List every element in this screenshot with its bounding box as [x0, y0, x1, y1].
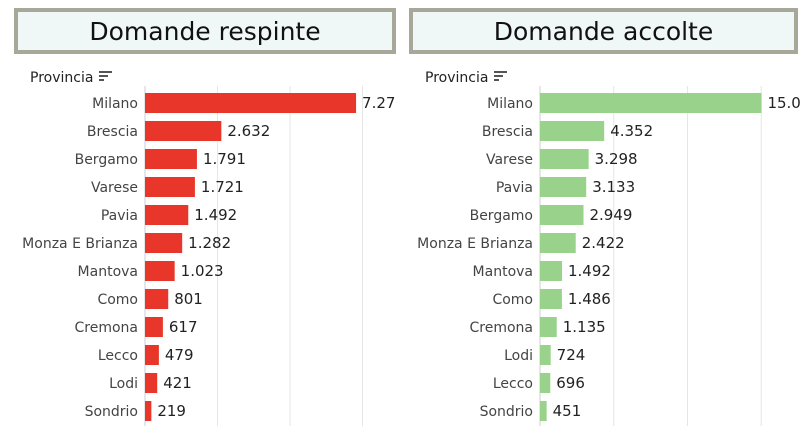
- accolte-bar[interactable]: [540, 149, 589, 169]
- respinte-bar[interactable]: [145, 345, 159, 365]
- respinte-column-header[interactable]: Provincia: [30, 70, 113, 86]
- respinte-category-label: Como: [97, 292, 138, 308]
- accolte-category-label: Como: [492, 292, 533, 308]
- respinte-value-label: 479: [165, 346, 194, 364]
- respinte-category-label: Milano: [92, 96, 138, 112]
- respinte-category-label: Mantova: [78, 264, 138, 280]
- respinte-value-label: 801: [174, 290, 203, 308]
- provincia-header-label: Provincia: [425, 70, 489, 86]
- provincia-header-label: Provincia: [30, 70, 94, 86]
- respinte-value-label: 1.023: [181, 262, 224, 280]
- accolte-value-label: 3.298: [595, 150, 638, 168]
- accolte-bar[interactable]: [540, 233, 576, 253]
- accolte-column-header[interactable]: Provincia: [425, 70, 508, 86]
- respinte-category-label: Cremona: [75, 320, 139, 336]
- accolte-value-label: 451: [553, 402, 582, 420]
- accolte-bar[interactable]: [540, 373, 551, 393]
- respinte-bar-chart: Milano 7.278 Brescia 2.632 Bergamo 1.791 Vares…: [22, 86, 395, 426]
- respinte-value-label: 1.791: [203, 150, 246, 168]
- accolte-bar[interactable]: [540, 345, 551, 365]
- accolte-category-label: Sondrio: [480, 404, 533, 420]
- accolte-category-label: Milano: [487, 96, 533, 112]
- sort-icon[interactable]: [99, 70, 113, 82]
- accolte-value-label: 3.133: [592, 178, 635, 196]
- accolte-category-label: Bergamo: [470, 208, 533, 224]
- accolte-panel: Domande accolte Provincia Milano 15.014 Br…: [405, 0, 800, 435]
- respinte-bar[interactable]: [145, 289, 169, 309]
- respinte-value-label: 1.721: [201, 178, 244, 196]
- respinte-bar[interactable]: [145, 149, 197, 169]
- respinte-panel: Domande respinte Provincia Milano 7.278 Br…: [0, 0, 396, 435]
- respinte-category-label: Sondrio: [85, 404, 138, 420]
- respinte-title: Domande respinte: [89, 16, 321, 46]
- accolte-value-label: 4.352: [610, 122, 653, 140]
- respinte-bar[interactable]: [145, 177, 195, 197]
- accolte-value-label: 1.135: [563, 318, 606, 336]
- accolte-value-label: 1.492: [568, 262, 611, 280]
- accolte-value-label: 1.486: [568, 290, 611, 308]
- accolte-title-box: Domande accolte: [409, 8, 798, 54]
- respinte-category-label: Varese: [91, 180, 138, 196]
- accolte-category-label: Brescia: [482, 124, 533, 140]
- respinte-value-label: 1.492: [194, 206, 237, 224]
- accolte-bar[interactable]: [540, 317, 557, 337]
- accolte-bar[interactable]: [540, 93, 762, 113]
- accolte-category-label: Lodi: [504, 348, 533, 364]
- accolte-title: Domande accolte: [493, 16, 714, 46]
- respinte-category-label: Monza E Brianza: [22, 236, 138, 252]
- respinte-category-label: Lodi: [109, 376, 138, 392]
- respinte-bar[interactable]: [145, 233, 183, 253]
- accolte-bar[interactable]: [540, 205, 584, 225]
- accolte-bar-chart: Milano 15.014 Brescia 4.352 Varese 3.298 Pavia…: [417, 86, 800, 426]
- respinte-category-label: Brescia: [87, 124, 138, 140]
- respinte-title-box: Domande respinte: [14, 8, 396, 54]
- accolte-bar[interactable]: [540, 401, 547, 421]
- respinte-category-label: Lecco: [98, 348, 138, 364]
- sort-icon[interactable]: [494, 70, 508, 82]
- respinte-value-label: 2.632: [227, 122, 270, 140]
- accolte-bar[interactable]: [540, 289, 562, 309]
- accolte-value-label: 2.422: [582, 234, 625, 252]
- accolte-category-label: Pavia: [496, 180, 533, 196]
- accolte-category-label: Mantova: [473, 264, 533, 280]
- respinte-bar[interactable]: [145, 261, 175, 281]
- respinte-bar[interactable]: [145, 317, 163, 337]
- respinte-category-label: Bergamo: [75, 152, 138, 168]
- accolte-category-label: Varese: [486, 152, 533, 168]
- respinte-category-label: Pavia: [101, 208, 138, 224]
- respinte-bar[interactable]: [145, 121, 222, 141]
- accolte-value-label: 15.014: [767, 94, 800, 112]
- accolte-category-label: Cremona: [470, 320, 534, 336]
- respinte-value-label: 219: [157, 402, 186, 420]
- accolte-value-label: 696: [556, 374, 585, 392]
- respinte-bar[interactable]: [145, 93, 357, 113]
- respinte-bar[interactable]: [145, 205, 189, 225]
- respinte-value-label: 617: [169, 318, 198, 336]
- respinte-value-label: 7.278: [362, 94, 395, 112]
- accolte-value-label: 724: [557, 346, 586, 364]
- accolte-bar[interactable]: [540, 261, 563, 281]
- respinte-value-label: 1.282: [188, 234, 231, 252]
- respinte-bar[interactable]: [145, 401, 152, 421]
- accolte-value-label: 2.949: [589, 206, 632, 224]
- respinte-value-label: 421: [163, 374, 192, 392]
- respinte-bar[interactable]: [145, 373, 158, 393]
- accolte-category-label: Monza E Brianza: [417, 236, 533, 252]
- accolte-bar[interactable]: [540, 177, 587, 197]
- accolte-category-label: Lecco: [493, 376, 533, 392]
- accolte-bar[interactable]: [540, 121, 605, 141]
